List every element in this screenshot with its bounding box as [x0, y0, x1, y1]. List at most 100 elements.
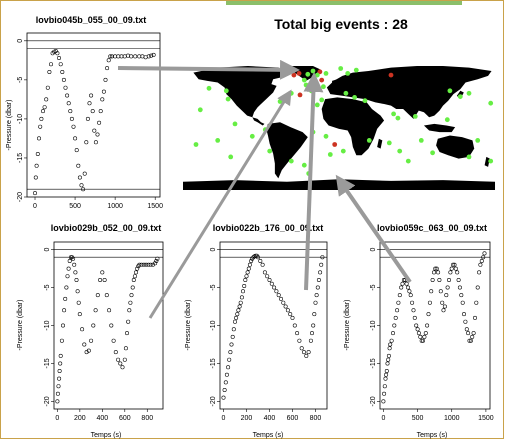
- world-map: [183, 66, 496, 191]
- map-event-marker: [447, 88, 453, 94]
- data-point: [445, 285, 450, 290]
- data-point: [262, 270, 267, 275]
- data-point: [440, 300, 445, 305]
- chart-title: lovbio022b_176_00_09.txt: [213, 223, 324, 233]
- data-point: [71, 256, 76, 261]
- y-tick-label: 0: [210, 248, 217, 252]
- madagascar: [377, 138, 383, 149]
- data-point: [65, 274, 70, 279]
- data-point: [315, 285, 320, 290]
- data-point: [137, 54, 142, 59]
- data-point: [129, 54, 134, 59]
- data-point: [415, 327, 420, 332]
- map-event-marker: [466, 90, 472, 96]
- data-point: [105, 66, 110, 71]
- map-event-marker: [391, 111, 396, 117]
- data-point: [58, 361, 63, 366]
- data-point: [89, 338, 94, 343]
- plot-area: [53, 241, 164, 410]
- map-event-marker: [418, 138, 424, 143]
- data-point: [427, 300, 432, 305]
- data-point: [396, 300, 401, 305]
- data-point: [69, 116, 74, 121]
- data-point: [318, 270, 323, 275]
- chart-title: lovbio059c_063_00_09.txt: [377, 223, 487, 233]
- map-event-marker: [305, 71, 311, 77]
- data-point: [60, 70, 65, 75]
- data-point: [98, 277, 103, 282]
- y-tick-label: -20: [17, 192, 24, 202]
- data-point: [228, 350, 233, 355]
- data-point: [141, 262, 146, 267]
- south-america: [266, 122, 308, 179]
- data-point: [74, 148, 79, 153]
- data-point: [309, 331, 314, 336]
- figure-title: Total big events : 28: [274, 16, 408, 32]
- data-point: [100, 97, 105, 102]
- data-point: [267, 277, 272, 282]
- x-tick-label: 200: [74, 415, 86, 422]
- y-tick-label: -5: [370, 284, 377, 290]
- data-point: [381, 399, 386, 404]
- data-point: [297, 338, 302, 343]
- data-point: [100, 270, 105, 275]
- data-point: [281, 300, 286, 305]
- data-point: [32, 191, 37, 196]
- data-point: [126, 319, 131, 324]
- data-point: [389, 338, 394, 343]
- data-point: [92, 128, 97, 133]
- data-point: [249, 258, 254, 263]
- x-tick-label: 600: [119, 415, 131, 422]
- y-tick-label: -10: [370, 320, 377, 330]
- data-point: [155, 256, 160, 261]
- data-point: [118, 361, 123, 366]
- data-point: [144, 262, 149, 267]
- data-point: [127, 308, 132, 313]
- data-point: [119, 54, 124, 59]
- data-point: [274, 289, 279, 294]
- accent-bar: [226, 0, 462, 5]
- data-point: [146, 262, 151, 267]
- y-tick-label: -5: [210, 284, 217, 290]
- x-tick-label: 1500: [478, 415, 494, 422]
- map-event-marker: [310, 68, 316, 74]
- data-point: [120, 365, 125, 370]
- map-event-marker: [397, 148, 403, 154]
- y-tick-label: -20: [370, 396, 377, 406]
- data-point: [224, 372, 229, 377]
- data-point: [269, 281, 274, 286]
- data-point: [278, 296, 283, 301]
- data-point: [55, 391, 60, 396]
- y-tick-label: -5: [44, 284, 51, 290]
- map-event-marker: [228, 154, 234, 160]
- data-point: [55, 51, 60, 56]
- map-event-marker: [249, 133, 255, 139]
- map-event-marker: [297, 92, 303, 98]
- data-point: [314, 293, 319, 298]
- y-tick-label: -10: [44, 320, 51, 330]
- data-point: [137, 262, 142, 267]
- data-point: [35, 152, 40, 157]
- data-point: [235, 312, 240, 317]
- y-axis-label: -Pressure (dbar): [6, 100, 13, 151]
- y-tick-label: -15: [17, 153, 24, 163]
- data-point: [128, 300, 133, 305]
- data-point: [122, 54, 127, 59]
- data-point: [426, 312, 431, 317]
- data-point: [455, 270, 460, 275]
- data-point: [477, 270, 482, 275]
- data-point: [404, 281, 409, 286]
- data-point: [311, 323, 316, 328]
- data-point: [392, 323, 397, 328]
- x-axis-label: Temps (s): [417, 432, 448, 439]
- data-point: [482, 251, 487, 256]
- data-point: [85, 116, 90, 121]
- data-point: [464, 327, 469, 332]
- data-point: [143, 55, 148, 60]
- data-point: [414, 323, 419, 328]
- data-point: [320, 255, 325, 260]
- chart-panel-4: lovbio059c_063_00_09.txt -Pressure (dbar…: [344, 223, 494, 439]
- data-point: [153, 261, 158, 266]
- data-point: [133, 54, 138, 59]
- map-event-marker: [206, 85, 212, 91]
